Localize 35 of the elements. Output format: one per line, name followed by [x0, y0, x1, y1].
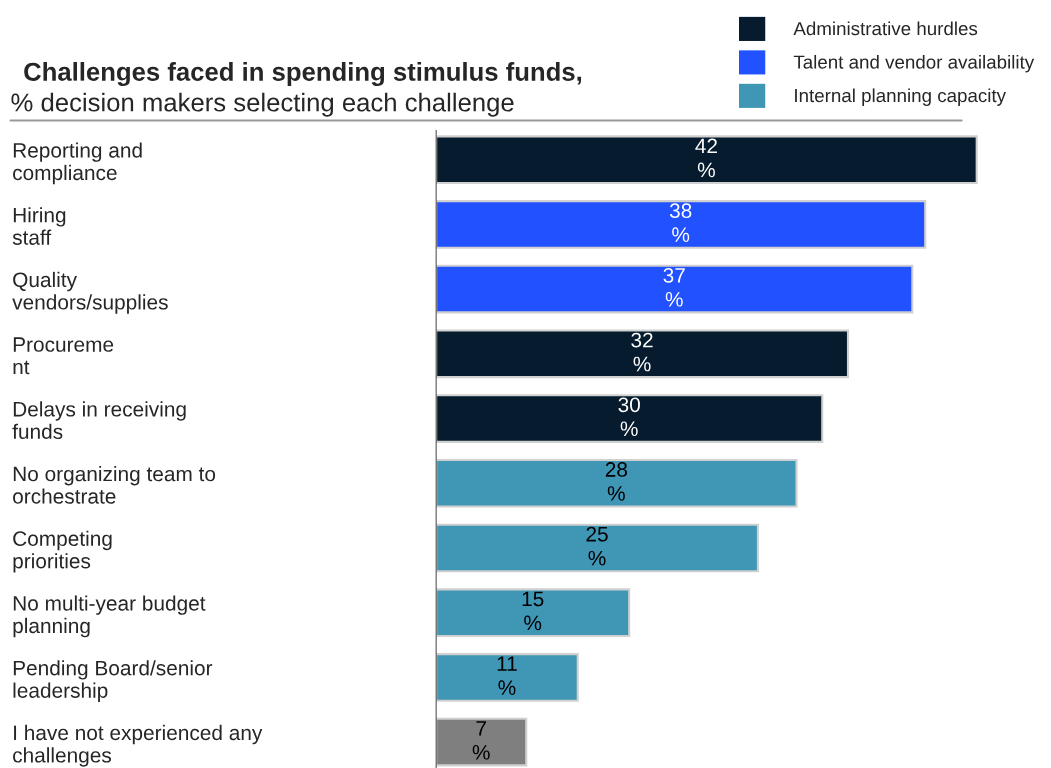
bar: [436, 458, 798, 508]
y-tick-label: No organizing team to orchestrate: [13, 466, 216, 504]
data-label: 38 %: [669, 203, 692, 242]
data-label: 28 %: [605, 462, 628, 501]
data-label: 42 %: [695, 138, 717, 178]
y-tick-label: Pending Board/senior leadership: [13, 660, 213, 702]
y-tick-label: Competing priorities: [13, 530, 112, 573]
bar: [436, 264, 914, 314]
y-tick-label: Quality vendors/supplies: [12, 271, 168, 314]
data-label: 11 %: [497, 656, 517, 695]
bar: [436, 394, 824, 443]
legend-label: Internal planning capacity: [795, 88, 1006, 106]
bar: [436, 200, 927, 249]
data-label: 32 %: [631, 332, 653, 372]
y-tick-label: I have not experienced any challenges: [13, 724, 263, 767]
bar: [436, 523, 759, 573]
data-label: 25 %: [586, 526, 608, 566]
bar: [436, 329, 850, 379]
bar: [436, 135, 978, 185]
data-label: 15 %: [522, 591, 544, 631]
y-tick-label: Hiring staff: [12, 207, 66, 245]
data-label: 7 %: [472, 721, 490, 760]
y-tick-label: Procureme nt: [13, 337, 114, 375]
bar: [436, 653, 579, 702]
y-tick-label: Delays in receiving funds: [12, 401, 186, 440]
data-label: 30 %: [618, 397, 640, 437]
data-label: 37 %: [663, 267, 685, 307]
legend-label: Talent and vendor availability: [793, 54, 1035, 73]
chart-subtitle: % decision makers selecting each challenge: [11, 92, 514, 117]
bar: [436, 588, 631, 638]
y-tick-label: No multi-year budget planning: [13, 595, 206, 638]
legend-label: Administrative hurdles: [793, 21, 978, 36]
chart-title: Challenges faced in spending stimulus funds,: [24, 62, 582, 87]
bar: [436, 717, 528, 767]
y-tick-label: Reporting and compliance: [13, 142, 142, 185]
